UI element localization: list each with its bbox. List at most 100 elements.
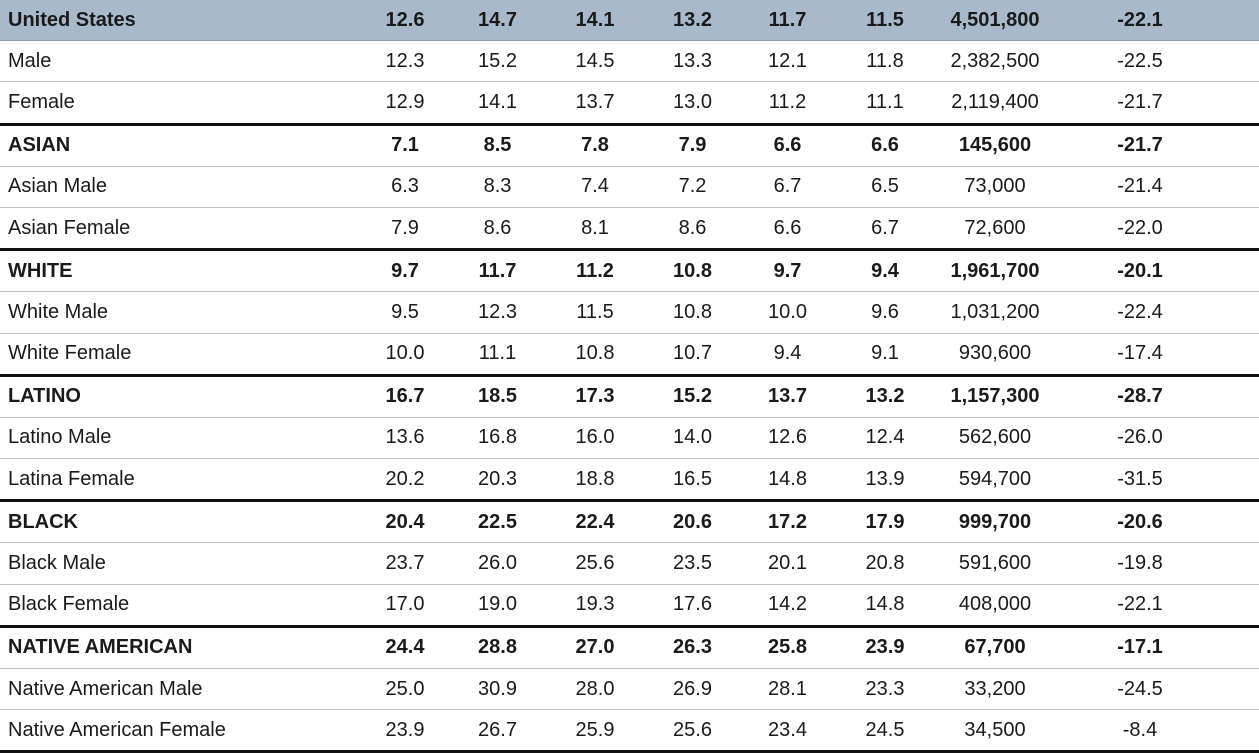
table-cell: 145,600 — [935, 124, 1055, 167]
table-row: Asian Male 6.3 8.3 7.4 7.2 6.7 6.5 73,000 -21.4 — [0, 166, 1259, 208]
table-cell: 14.1 — [545, 0, 645, 42]
table-cell: 19.0 — [450, 584, 545, 627]
table-cell: 14.7 — [450, 0, 545, 42]
table-cell: 11.7 — [740, 0, 835, 42]
table-cell: -21.7 — [1055, 124, 1225, 167]
table-cell: 2,119,400 — [935, 81, 1055, 125]
row-padding — [1225, 584, 1259, 627]
table-cell: 14.2 — [740, 584, 835, 627]
table-cell: 24.4 — [360, 626, 450, 670]
row-padding — [1225, 249, 1259, 293]
table-row: Female 12.9 14.1 13.7 13.0 11.2 11.1 2,119,400-… — [0, 81, 1259, 125]
row-label: Latino Male — [0, 417, 360, 460]
table-cell: 6.6 — [835, 124, 935, 167]
table-cell: 10.8 — [545, 333, 645, 376]
table-cell: -22.1 — [1055, 584, 1225, 627]
table-cell: 11.2 — [545, 249, 645, 293]
table-cell: 11.7 — [450, 249, 545, 293]
table-cell: 20.4 — [360, 500, 450, 544]
table-cell: 9.1 — [835, 333, 935, 376]
row-label: Female — [0, 81, 360, 125]
table-cell: -22.1 — [1055, 0, 1225, 42]
table-cell: 11.1 — [835, 81, 935, 125]
table-cell: 8.1 — [545, 207, 645, 251]
table-cell: 28.1 — [740, 668, 835, 711]
row-label: Asian Male — [0, 166, 360, 208]
table-cell: 22.4 — [545, 500, 645, 544]
row-padding — [1225, 333, 1259, 376]
table-cell: -19.8 — [1055, 542, 1225, 585]
table-cell: 6.3 — [360, 166, 450, 208]
table-cell: 1,157,300 — [935, 375, 1055, 418]
table-cell: 18.8 — [545, 458, 645, 502]
table-cell: 7.8 — [545, 124, 645, 167]
table-cell: 9.7 — [740, 249, 835, 293]
table-cell: 20.6 — [645, 500, 740, 544]
table-cell: 6.6 — [740, 207, 835, 251]
table-cell: 17.9 — [835, 500, 935, 544]
table-cell: -17.1 — [1055, 626, 1225, 670]
table-cell: 20.1 — [740, 542, 835, 585]
table-cell: -24.5 — [1055, 668, 1225, 711]
table-cell: 14.8 — [835, 584, 935, 627]
table-row: LATINO 16.7 18.5 17.3 15.2 13.7 13.2 1,157,300-… — [0, 375, 1259, 418]
table-cell: 11.5 — [835, 0, 935, 42]
table-cell: 10.0 — [360, 333, 450, 376]
table-cell: 15.2 — [450, 40, 545, 83]
table-cell: 12.9 — [360, 81, 450, 125]
table-cell: 20.2 — [360, 458, 450, 502]
table-row: Black Male 23.7 26.0 25.6 23.5 20.1 20.8 591,60… — [0, 542, 1259, 585]
table-cell: 16.0 — [545, 417, 645, 460]
table-cell: 8.6 — [645, 207, 740, 251]
table-cell: -28.7 — [1055, 375, 1225, 418]
table-cell: 999,700 — [935, 500, 1055, 544]
table-cell: 8.6 — [450, 207, 545, 251]
table-cell: 9.6 — [835, 291, 935, 334]
table-cell: 17.2 — [740, 500, 835, 544]
row-label: United States — [0, 0, 360, 42]
table-cell: 2,382,500 — [935, 40, 1055, 83]
table-cell: -17.4 — [1055, 333, 1225, 376]
row-label: WHITE — [0, 249, 360, 293]
row-label: ASIAN — [0, 124, 360, 167]
row-padding — [1225, 124, 1259, 167]
table-row: White Male 9.5 12.3 11.5 10.8 10.0 9.6 1,031,20… — [0, 291, 1259, 334]
table-row: Male 12.3 15.2 14.5 13.3 12.1 11.8 2,382,500 -22… — [0, 40, 1259, 83]
table-cell: 20.3 — [450, 458, 545, 502]
row-padding — [1225, 626, 1259, 670]
table-cell: 33,200 — [935, 668, 1055, 711]
table-cell: 25.6 — [545, 542, 645, 585]
table-row: Native American Male 25.0 30.9 28.0 26.9 28.1… — [0, 668, 1259, 711]
table-cell: 18.5 — [450, 375, 545, 418]
table-cell: 6.6 — [740, 124, 835, 167]
table-row: United States 12.6 14.7 14.1 13.2 11.7 11.5 4,5… — [0, 0, 1259, 42]
table-cell: 8.3 — [450, 166, 545, 208]
table-cell: 26.0 — [450, 542, 545, 585]
table-cell: 7.9 — [360, 207, 450, 251]
table-cell: 14.0 — [645, 417, 740, 460]
table-cell: 26.3 — [645, 626, 740, 670]
table-cell: 28.0 — [545, 668, 645, 711]
table-row: ASIAN 7.1 8.5 7.8 7.9 6.6 6.6 145,600 -21.7 — [0, 124, 1259, 167]
table-row: NATIVE AMERICAN 24.4 28.8 27.0 26.3 25.8 23.9 6… — [0, 626, 1259, 670]
row-padding — [1225, 668, 1259, 711]
table-cell: 11.2 — [740, 81, 835, 125]
table-cell: 10.0 — [740, 291, 835, 334]
table-cell: 13.2 — [835, 375, 935, 418]
table-cell: 23.7 — [360, 542, 450, 585]
row-label: BLACK — [0, 500, 360, 544]
table-row: Black Female 17.0 19.0 19.3 17.6 14.2 14.8 408,… — [0, 584, 1259, 627]
table-cell: 7.1 — [360, 124, 450, 167]
table-cell: 19.3 — [545, 584, 645, 627]
row-label: White Female — [0, 333, 360, 376]
table-cell: 13.2 — [645, 0, 740, 42]
table-cell: -31.5 — [1055, 458, 1225, 502]
table-cell: -20.6 — [1055, 500, 1225, 544]
table-cell: 4,501,800 — [935, 0, 1055, 42]
row-padding — [1225, 291, 1259, 334]
table-cell: -22.4 — [1055, 291, 1225, 334]
table-cell: 12.1 — [740, 40, 835, 83]
table-cell: 7.9 — [645, 124, 740, 167]
table-cell: 26.9 — [645, 668, 740, 711]
